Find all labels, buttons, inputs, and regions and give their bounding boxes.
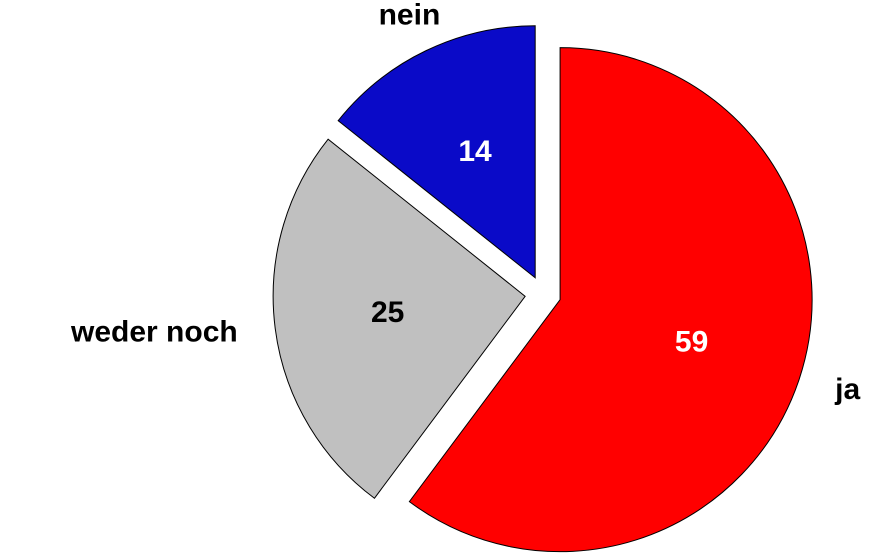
pie-slice: [337, 25, 536, 279]
value-label: 14: [458, 135, 492, 168]
value-label: 25: [371, 296, 404, 329]
pie-slice: [408, 47, 813, 553]
pie-slice: [272, 138, 526, 499]
category-label: weder noch: [70, 315, 238, 348]
category-label: nein: [379, 0, 441, 32]
value-label: 59: [675, 325, 708, 358]
category-label: ja: [834, 373, 860, 406]
